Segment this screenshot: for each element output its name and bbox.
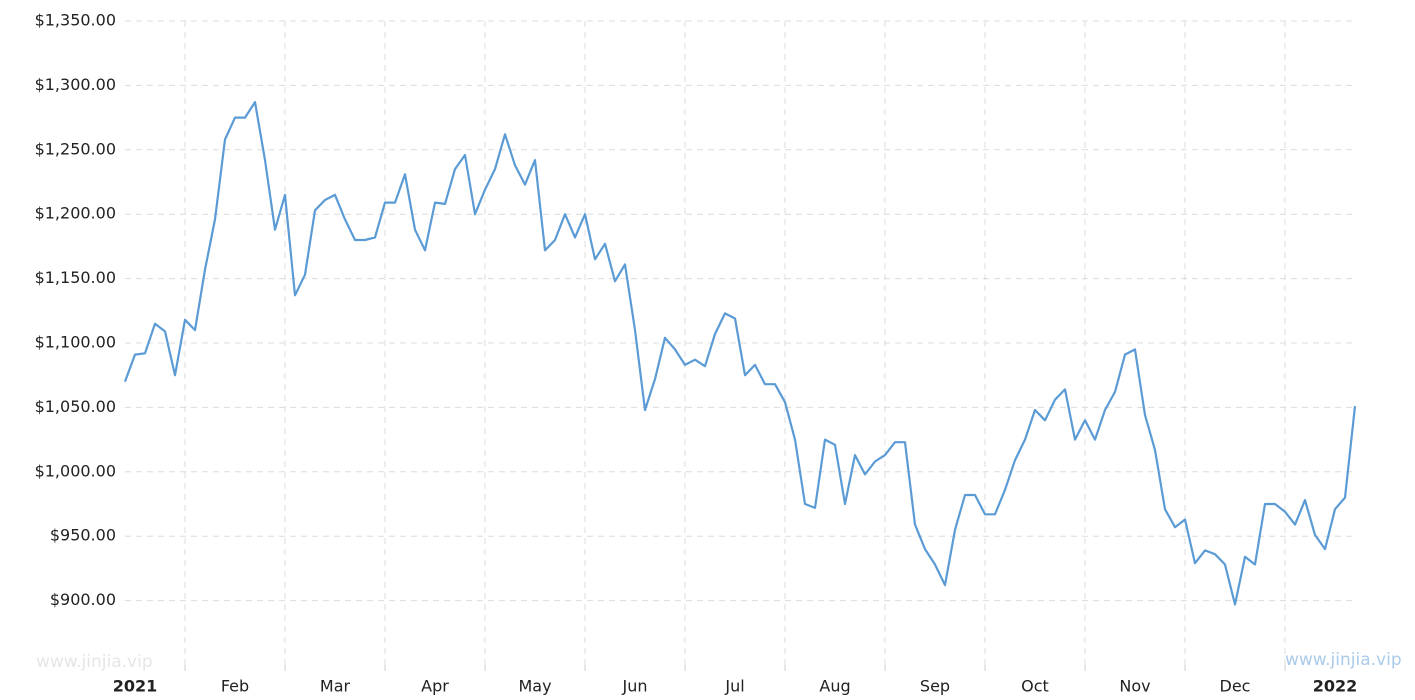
y-tick-label: $1,300.00 xyxy=(35,75,116,94)
price-line xyxy=(123,101,1357,606)
x-tick-label: May xyxy=(518,677,551,696)
y-tick-label: $1,200.00 xyxy=(35,204,116,223)
x-tick-label: Jul xyxy=(724,677,744,696)
x-tick-label: Dec xyxy=(1220,677,1251,696)
x-tick-label: Feb xyxy=(221,677,249,696)
x-tick-label: Mar xyxy=(320,677,351,696)
x-tick-label: 2021 xyxy=(113,677,158,696)
x-tick-label: Oct xyxy=(1021,677,1049,696)
y-tick-label: $1,350.00 xyxy=(35,11,116,30)
y-tick-label: $1,100.00 xyxy=(35,333,116,352)
y-tick-label: $950.00 xyxy=(50,526,116,545)
x-tick-label: 2022 xyxy=(1313,677,1358,696)
x-tick-label: Apr xyxy=(421,677,449,696)
y-tick-label: $1,150.00 xyxy=(35,268,116,287)
y-tick-label: $1,050.00 xyxy=(35,397,116,416)
x-tick-label: Jun xyxy=(622,677,648,696)
y-tick-label: $1,000.00 xyxy=(35,461,116,480)
x-tick-label: Sep xyxy=(920,677,950,696)
y-tick-label: $1,250.00 xyxy=(35,139,116,158)
watermark: www.jinjia.vip xyxy=(36,652,153,672)
x-tick-label: Aug xyxy=(819,677,850,696)
watermark: www.jinjia.vip xyxy=(1285,650,1402,670)
x-tick-label: Nov xyxy=(1119,677,1150,696)
y-tick-label: $900.00 xyxy=(50,590,116,609)
